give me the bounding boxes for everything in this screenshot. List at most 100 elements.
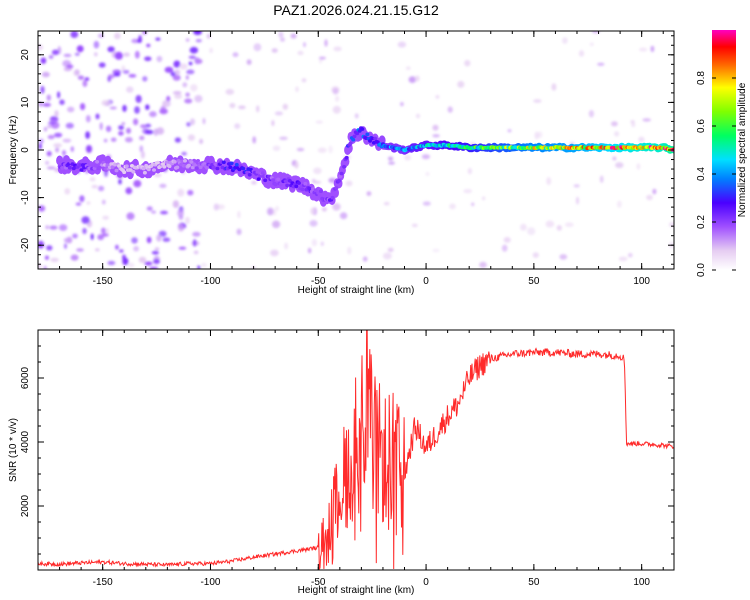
- ridge-core: [296, 181, 301, 185]
- ridge-core: [194, 166, 199, 170]
- ridge-core: [105, 163, 110, 167]
- heatmap-speckle: [599, 175, 604, 183]
- heatmap-speckle: [46, 245, 53, 251]
- ridge-core: [88, 161, 93, 165]
- heatmap-speckle: [40, 85, 45, 94]
- heatmap-speckle: [44, 255, 49, 260]
- heatmap-speckle: [70, 146, 75, 153]
- x-tick-label: -150: [93, 276, 113, 287]
- ridge-core: [198, 165, 203, 169]
- ridge-core: [365, 132, 370, 137]
- heatmap-speckle: [280, 37, 285, 42]
- heatmap-speckle: [139, 135, 145, 141]
- ridge-core: [95, 160, 100, 164]
- figure-title: PAZ1.2026.024.21.15.G12: [273, 2, 439, 18]
- heatmap-speckle: [153, 258, 160, 265]
- heatmap-speckle: [195, 39, 202, 43]
- heatmap-speckle: [95, 248, 100, 252]
- heatmap-speckle: [185, 92, 190, 97]
- ridge-core: [183, 159, 187, 163]
- heatmap-speckle: [162, 237, 171, 242]
- heatmap-speckle: [101, 199, 106, 205]
- heatmap-speckle: [46, 151, 52, 157]
- heatmap-speckle: [388, 161, 395, 165]
- heatmap-speckle: [156, 127, 165, 135]
- heatmap-speckle: [72, 233, 78, 239]
- heatmap-speckle: [573, 184, 580, 188]
- y-tick-label: -10: [20, 190, 31, 205]
- ridge-core: [303, 181, 308, 186]
- heatmap-speckle: [94, 52, 98, 57]
- heatmap-speckle: [319, 56, 326, 60]
- ridge-core: [318, 189, 323, 194]
- heatmap-speckle: [320, 241, 324, 246]
- heatmap-speckle: [91, 184, 98, 189]
- heatmap-speckle: [251, 180, 257, 185]
- bottom-y-axis: 2000 4000 6000: [20, 329, 674, 571]
- heatmap-speckle: [317, 147, 327, 153]
- heatmap-speckle: [77, 75, 85, 80]
- bottom-y-axis-label: SNR (10 * v/v): [8, 418, 19, 482]
- heatmap-speckle: [188, 61, 193, 66]
- heatmap-speckle: [67, 106, 75, 113]
- ridge-core: [287, 179, 292, 183]
- heatmap-speckle: [182, 82, 188, 88]
- heatmap-speckle: [145, 129, 154, 135]
- heatmap-speckle: [236, 228, 242, 235]
- heatmap-speckle: [59, 99, 65, 105]
- heatmap-speckle: [591, 31, 600, 34]
- heatmap-speckle: [284, 242, 288, 250]
- heatmap-speckle: [545, 220, 555, 228]
- heatmap-speckle: [62, 138, 72, 143]
- y-tick-label: 6000: [20, 366, 31, 389]
- heatmap-speckles: [38, 31, 674, 269]
- heatmap-speckle: [105, 227, 109, 235]
- heatmap-speckle: [155, 37, 161, 41]
- heatmap-speckle: [533, 99, 542, 103]
- heatmap-speckle: [46, 94, 51, 101]
- heatmap-speckle: [185, 38, 190, 42]
- heatmap-speckle: [297, 50, 304, 56]
- heatmap-speckle: [362, 256, 368, 262]
- heatmap-speckle: [464, 60, 471, 67]
- heatmap-speckle: [128, 74, 137, 78]
- ridge-core: [276, 177, 281, 182]
- heatmap-speckle: [178, 214, 184, 220]
- ridge-core: [162, 165, 167, 169]
- heatmap-speckle: [435, 95, 440, 99]
- heatmap-speckle: [611, 121, 618, 127]
- heatmap-speckle: [272, 220, 281, 229]
- heatmap-speckle: [145, 123, 152, 128]
- heatmap-speckle: [118, 131, 124, 136]
- heatmap-speckle: [93, 40, 100, 49]
- heatmap-speckle: [432, 248, 440, 253]
- heatmap-speckle: [252, 136, 256, 144]
- ridge-core: [175, 165, 180, 170]
- heatmap-speckle: [479, 261, 487, 268]
- heatmap-speckle: [187, 189, 194, 196]
- heatmap-speckle: [126, 127, 131, 134]
- bottom-x-axis-label: Height of straight line (km): [298, 585, 415, 596]
- heatmap-speckle: [159, 183, 167, 188]
- heatmap-speckle: [503, 237, 511, 243]
- heatmap-speckle: [181, 151, 187, 156]
- snr-series-line: [38, 330, 674, 570]
- heatmap-speckle: [527, 227, 536, 236]
- ridge-core: [155, 160, 160, 165]
- heatmap-speckle: [650, 45, 655, 53]
- heatmap-speckle: [46, 166, 56, 170]
- heatmap-speckle: [405, 66, 411, 70]
- heatmap-speckle: [53, 143, 62, 148]
- heatmap-speckle: [366, 191, 372, 197]
- colorbar-gradient: [712, 30, 736, 270]
- heatmap-speckle: [335, 95, 340, 102]
- heatmap-speckle: [89, 177, 96, 182]
- heatmap-speckle: [576, 196, 579, 205]
- heatmap-speckle: [172, 74, 181, 81]
- colorbar: 0.0 0.2 0.4 0.6 0.8 Normalized spectral ampl…: [696, 30, 748, 277]
- heatmap-speckle: [206, 33, 211, 39]
- heatmap-speckle: [578, 50, 585, 57]
- heatmap-speckle: [275, 206, 279, 211]
- x-tick-label: 0: [423, 276, 429, 287]
- heatmap-speckle: [70, 254, 79, 261]
